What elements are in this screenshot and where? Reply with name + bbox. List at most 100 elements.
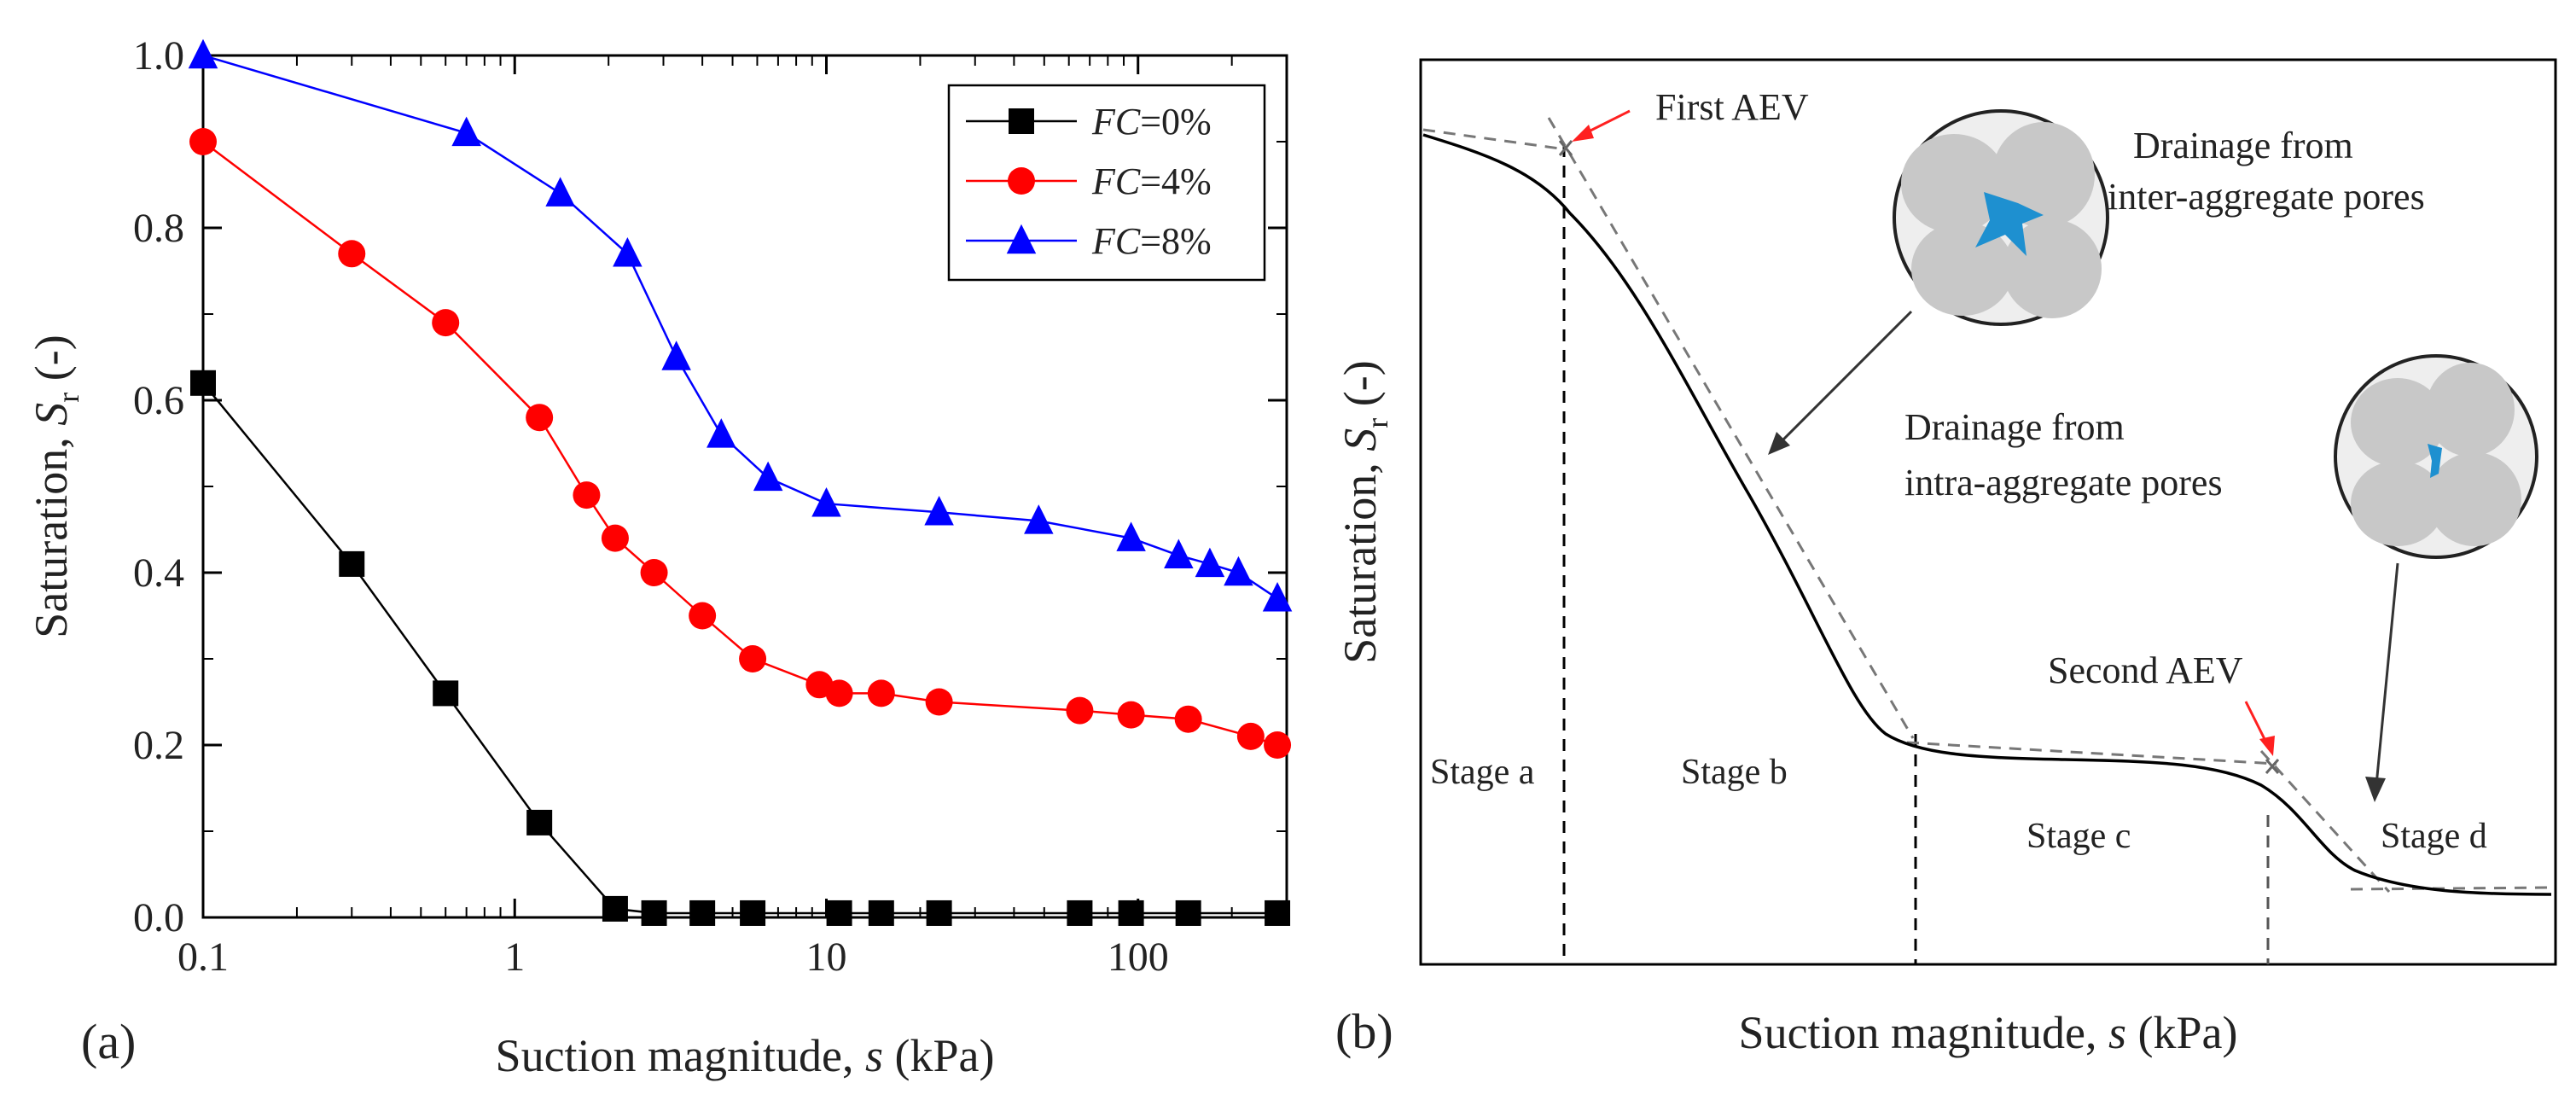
data-point <box>1164 539 1194 569</box>
x-tick-label: 10 <box>805 934 846 980</box>
data-point <box>740 899 766 926</box>
data-point <box>339 550 365 577</box>
inter-aggregate-label-line2: inter-aggregate pores <box>2108 176 2425 218</box>
data-point <box>1024 504 1054 534</box>
stage-d-label: Stage d <box>2381 817 2487 856</box>
data-point <box>661 341 691 370</box>
first-aev-label: First AEV <box>1655 86 1809 128</box>
y-tick-label: 0.4 <box>133 550 184 596</box>
arrow-intra-aggregate <box>2365 562 2399 802</box>
stage-c-label: Stage c <box>2026 817 2131 856</box>
y-tick-label: 0.8 <box>133 206 184 251</box>
data-point <box>613 237 643 267</box>
red-arrow-first-aev <box>1572 109 1631 142</box>
data-point <box>451 116 481 147</box>
data-point <box>641 899 667 926</box>
data-point <box>1066 696 1094 725</box>
legend-label: FC=0% <box>1091 101 1212 143</box>
data-point <box>1175 899 1201 926</box>
x-tick-label: 0.1 <box>177 934 229 980</box>
data-point <box>868 899 894 926</box>
plot-frame-b <box>1419 58 2557 966</box>
inter-aggregate-label-line1: Drainage from <box>2133 125 2353 166</box>
y-tick-label: 1.0 <box>133 33 184 79</box>
data-point <box>338 240 366 268</box>
data-point <box>526 404 554 432</box>
series-1 <box>189 128 1292 759</box>
data-point <box>573 481 601 509</box>
data-point <box>432 309 460 337</box>
legend-marker <box>1008 167 1035 195</box>
data-point <box>1195 547 1225 578</box>
data-point <box>189 128 217 155</box>
data-point <box>1118 899 1144 926</box>
legend-label: FC=8% <box>1091 220 1212 262</box>
data-point <box>545 177 575 207</box>
swcc-curve <box>1422 133 2552 896</box>
data-point <box>826 899 852 926</box>
data-point <box>433 680 459 707</box>
panel-b: First AEV Second AEV Drainage from inter… <box>1335 58 2557 1059</box>
red-arrow-second-aev <box>2244 701 2275 756</box>
data-point <box>601 524 629 552</box>
data-point <box>1264 731 1292 759</box>
data-point <box>867 679 895 707</box>
data-point <box>188 38 218 69</box>
data-point <box>1224 556 1253 586</box>
data-point <box>602 895 628 922</box>
intra-aggregate-label-line1: Drainage from <box>1904 406 2125 448</box>
legend: FC=0% FC=4% FC=8% <box>947 84 1266 282</box>
series-0 <box>190 370 1291 926</box>
data-point <box>825 679 853 707</box>
y-axis-label: Saturation, Sr (-) <box>26 335 85 638</box>
first-aev-marker <box>1558 140 1573 156</box>
data-point <box>190 370 216 396</box>
stage-b-label: Stage b <box>1681 753 1788 792</box>
inter-aggregate-pore-illustration <box>1893 109 2109 326</box>
data-point <box>924 496 954 526</box>
data-point <box>1236 722 1265 750</box>
data-point <box>1262 582 1293 612</box>
data-point <box>753 461 783 492</box>
legend-box <box>947 84 1266 282</box>
y-tick-label: 0.0 <box>133 895 184 940</box>
data-point <box>1174 705 1202 733</box>
series-2 <box>188 38 1293 612</box>
data-point <box>640 559 668 586</box>
y-axis-label-b: Saturation, Sr (-) <box>1335 360 1394 663</box>
y-tick-label: 0.6 <box>133 378 184 423</box>
data-point <box>1067 899 1093 926</box>
data-point <box>925 688 953 716</box>
legend-marker <box>1006 224 1037 254</box>
data-point <box>811 486 841 517</box>
legend-label: FC=4% <box>1091 160 1212 202</box>
data-point <box>689 602 717 630</box>
tangent-lines <box>1422 117 2552 894</box>
tick-labels: 0.1 1 10 100 0.0 0.2 0.4 0.6 0.8 1.0 <box>133 33 1169 980</box>
data-point <box>1116 521 1146 551</box>
intra-aggregate-pore-illustration <box>2334 354 2538 559</box>
x-tick-label: 100 <box>1108 934 1169 980</box>
data-point <box>707 418 736 448</box>
data-point <box>689 899 716 926</box>
series-group <box>188 38 1293 926</box>
x-axis-label-b: Suction magnitude, s (kPa) <box>1739 1007 2238 1058</box>
data-point <box>526 809 553 835</box>
y-tick-label: 0.2 <box>133 723 184 768</box>
data-point <box>1265 899 1291 926</box>
data-point <box>739 645 767 672</box>
legend-marker <box>1009 108 1034 134</box>
data-point <box>1117 701 1145 729</box>
intra-aggregate-label-line2: intra-aggregate pores <box>1904 462 2223 504</box>
panel-label-b: (b) <box>1335 1004 1393 1059</box>
data-point <box>926 899 952 926</box>
arrow-inter-aggregate <box>1768 310 1913 455</box>
x-tick-label: 1 <box>504 934 525 980</box>
x-axis-label: Suction magnitude, s (kPa) <box>496 1030 995 1081</box>
second-aev-label: Second AEV <box>2048 649 2243 691</box>
stage-a-label: Stage a <box>1430 753 1535 792</box>
panel-label-a: (a) <box>81 1014 136 1069</box>
second-aev-marker <box>2265 759 2280 774</box>
